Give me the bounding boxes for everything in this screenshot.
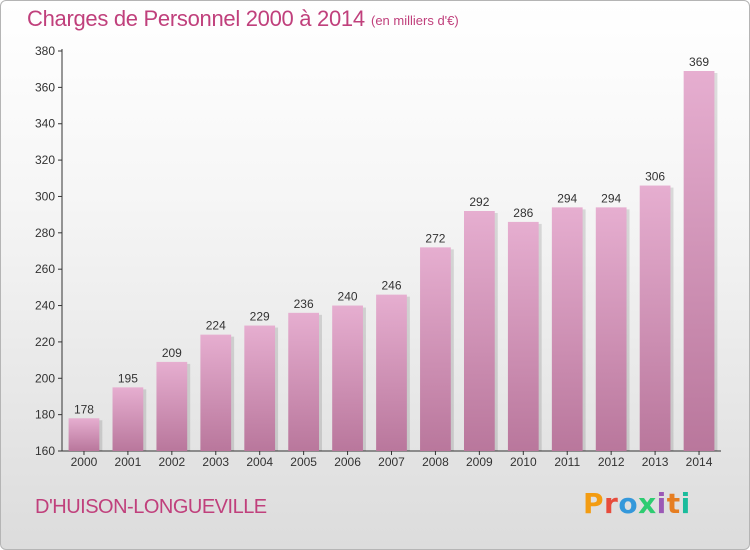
brand-letter: i bbox=[656, 487, 667, 520]
commune-name: D'HUISON-LONGUEVILLE bbox=[35, 496, 267, 518]
y-tick-label: 160 bbox=[35, 444, 55, 458]
bar-value-label: 240 bbox=[338, 290, 358, 304]
x-tick-label: 2014 bbox=[686, 455, 713, 469]
bar-value-label: 224 bbox=[206, 319, 226, 333]
x-tick-label: 2002 bbox=[158, 455, 185, 469]
bar-value-label: 195 bbox=[118, 371, 138, 385]
bar bbox=[595, 207, 627, 451]
chart-subtitle: (en milliers d'€) bbox=[371, 13, 459, 28]
brand-letter: t bbox=[666, 487, 681, 520]
bar bbox=[112, 387, 144, 451]
y-tick-label: 200 bbox=[35, 371, 55, 385]
brand-letter: x bbox=[638, 487, 657, 520]
bar bbox=[639, 185, 671, 451]
brand-letter: o bbox=[618, 487, 639, 520]
x-tick-label: 2000 bbox=[71, 455, 98, 469]
bar bbox=[463, 211, 495, 451]
bar-value-label: 209 bbox=[162, 346, 182, 360]
bar-value-label: 178 bbox=[74, 402, 94, 416]
bar bbox=[683, 71, 715, 451]
x-tick-label: 2010 bbox=[510, 455, 537, 469]
y-tick-label: 280 bbox=[35, 226, 55, 240]
proxiti-logo: Proxiti bbox=[583, 487, 691, 520]
x-tick-label: 2011 bbox=[554, 455, 580, 469]
bar bbox=[551, 207, 583, 451]
bar-value-label: 294 bbox=[557, 191, 577, 205]
bar bbox=[156, 361, 188, 451]
bar bbox=[288, 312, 320, 451]
x-tick-label: 2004 bbox=[246, 455, 273, 469]
y-tick-label: 180 bbox=[35, 408, 55, 422]
x-tick-label: 2008 bbox=[422, 455, 449, 469]
y-tick-label: 320 bbox=[35, 153, 55, 167]
y-tick-label: 260 bbox=[35, 262, 55, 276]
y-tick-label: 220 bbox=[35, 335, 55, 349]
bar-value-label: 286 bbox=[513, 206, 533, 220]
x-tick-label: 2007 bbox=[378, 455, 405, 469]
bar bbox=[332, 305, 363, 451]
x-tick-label: 2009 bbox=[466, 455, 493, 469]
bar-value-label: 246 bbox=[381, 279, 401, 293]
bar-value-label: 294 bbox=[601, 191, 621, 205]
x-tick-label: 2003 bbox=[202, 455, 229, 469]
x-tick-label: 2012 bbox=[598, 455, 625, 469]
brand-letter: P bbox=[583, 487, 605, 520]
y-tick-label: 240 bbox=[35, 299, 55, 313]
bar bbox=[244, 325, 276, 451]
x-tick-label: 2001 bbox=[115, 455, 142, 469]
bar bbox=[420, 247, 451, 451]
y-tick-label: 360 bbox=[35, 80, 55, 94]
y-tick-label: 380 bbox=[35, 44, 55, 58]
brand-letter: i bbox=[680, 487, 691, 520]
x-tick-label: 2006 bbox=[334, 455, 361, 469]
brand-letter: r bbox=[604, 487, 619, 520]
bar-value-label: 229 bbox=[250, 310, 270, 324]
x-tick-label: 2013 bbox=[642, 455, 669, 469]
bar bbox=[200, 334, 232, 451]
bar-value-label: 306 bbox=[645, 170, 665, 184]
bar bbox=[68, 418, 100, 451]
y-tick-label: 340 bbox=[35, 117, 55, 131]
bar-value-label: 369 bbox=[689, 55, 709, 69]
x-tick-label: 2005 bbox=[290, 455, 317, 469]
y-tick-label: 300 bbox=[35, 189, 55, 203]
bar-value-label: 272 bbox=[425, 231, 445, 245]
bar-value-label: 236 bbox=[294, 297, 314, 311]
bar-value-label: 292 bbox=[469, 195, 489, 209]
bar bbox=[376, 294, 407, 451]
chart-title: Charges de Personnel 2000 à 2014 bbox=[27, 6, 365, 31]
bar bbox=[507, 221, 539, 451]
